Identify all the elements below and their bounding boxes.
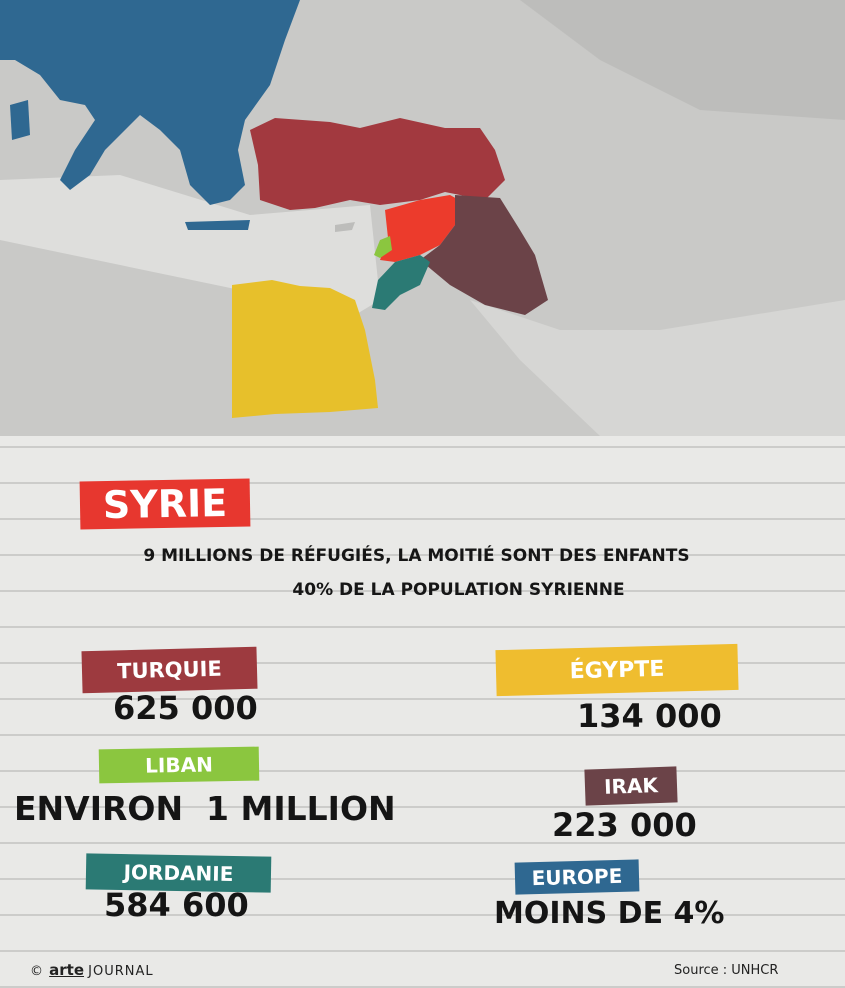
value-turquie: 625 000: [113, 689, 258, 727]
tag-egypte: ÉGYPTE: [495, 643, 739, 697]
value-egypte: 134 000: [577, 697, 722, 735]
egypt-region: [232, 280, 378, 418]
jordan-region: [372, 255, 430, 310]
subtitle-line-2: 40% DE LA POPULATION SYRIENNE: [292, 580, 625, 600]
tag-turquie: TURQUIE: [81, 646, 258, 694]
value-irak: 223 000: [552, 806, 697, 844]
syria-region: [380, 195, 468, 262]
copyright-line: © arte JOURNAL: [30, 961, 154, 979]
arte-logo: arte: [49, 961, 85, 979]
tag-europe: EUROPE: [514, 859, 640, 895]
iraq-region: [420, 195, 548, 315]
tag-irak: IRAK: [584, 766, 678, 806]
lebanon-region: [374, 236, 392, 258]
turkey-region: [250, 118, 505, 210]
title-tag: SYRIE: [79, 478, 251, 530]
journal-label: JOURNAL: [88, 964, 154, 979]
value-liban: ENVIRON 1 MILLION: [14, 789, 396, 828]
subtitle-line-1: 9 MILLIONS DE RÉFUGIÉS, LA MOITIÉ SONT D…: [143, 546, 690, 566]
tag-liban: LIBAN: [98, 746, 260, 784]
europe-region: [10, 100, 30, 140]
value-jordanie: 584 600: [104, 886, 249, 924]
europe-region: [0, 0, 300, 205]
copyright-symbol: ©: [30, 964, 43, 979]
map: [0, 0, 845, 436]
source-credit: Source : UNHCR: [674, 963, 779, 978]
europe-region: [185, 220, 250, 230]
value-europe: MOINS DE 4%: [494, 896, 725, 931]
